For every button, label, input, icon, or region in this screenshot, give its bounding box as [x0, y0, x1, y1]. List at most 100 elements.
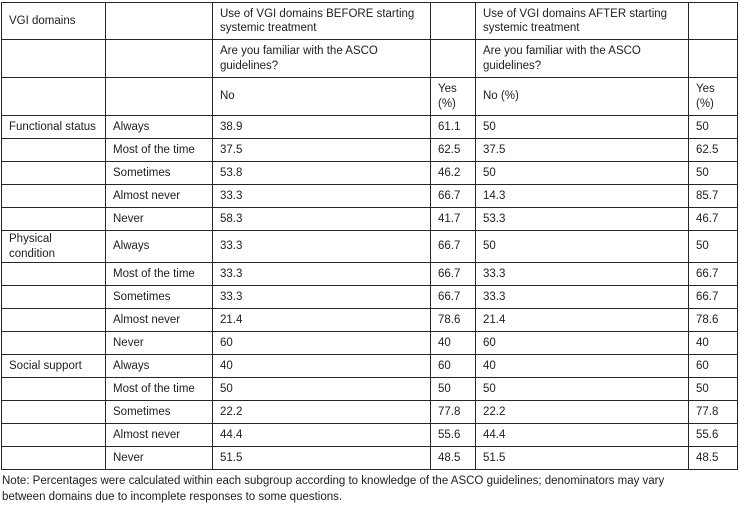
before-yes-value-cell: 50	[430, 377, 476, 401]
domain-cell	[1, 138, 106, 162]
before-yes-value-cell: 66.7	[430, 230, 476, 263]
empty-cell	[105, 77, 213, 116]
before-no-value-cell: 58.3	[212, 207, 431, 231]
after-yes-value-cell: 77.8	[688, 400, 738, 424]
before-no-value-cell: 53.8	[212, 161, 431, 185]
before-no-value-cell: 21.4	[212, 308, 431, 332]
after-yes-value-cell: 66.7	[688, 262, 738, 286]
after-no-value-cell: 37.5	[475, 138, 689, 162]
table-row: Most of the time 37.5 62.5 37.5 62.5	[1, 138, 738, 162]
before-no-value-cell: 38.9	[212, 115, 431, 139]
frequency-cell: Sometimes	[105, 285, 213, 309]
table-row: Sometimes 33.3 66.7 33.3 66.7	[1, 285, 738, 309]
after-no-value-cell: 14.3	[475, 184, 689, 208]
after-yes-value-cell: 66.7	[688, 285, 738, 309]
after-yes-value-cell: 78.6	[688, 308, 738, 332]
empty-cell	[688, 2, 738, 40]
after-yes-value-cell: 60	[688, 354, 738, 378]
table-row: Most of the time 33.3 66.7 33.3 66.7	[1, 262, 738, 286]
table-row: Functional status Always 38.9 61.1 50 50	[1, 115, 738, 139]
before-no-value-cell: 33.3	[212, 285, 431, 309]
before-yes-value-cell: 40	[430, 331, 476, 355]
frequency-cell: Never	[105, 207, 213, 231]
corner-label-cell: VGI domains	[1, 2, 106, 40]
domain-cell	[1, 377, 106, 401]
table-row: Never 58.3 41.7 53.3 46.7	[1, 207, 738, 231]
table-row: Never 60 40 60 40	[1, 331, 738, 355]
after-yes-value-cell: 50	[688, 115, 738, 139]
after-no-header-cell: No (%)	[475, 77, 689, 116]
table-row: Most of the time 50 50 50 50	[1, 377, 738, 401]
after-no-value-cell: 21.4	[475, 308, 689, 332]
table-row: Sometimes 22.2 77.8 22.2 77.8	[1, 400, 738, 424]
before-no-value-cell: 44.4	[212, 423, 431, 447]
domain-cell	[1, 331, 106, 355]
domain-cell	[1, 308, 106, 332]
before-yes-value-cell: 78.6	[430, 308, 476, 332]
frequency-cell: Always	[105, 115, 213, 139]
frequency-cell: Never	[105, 446, 213, 470]
after-yes-value-cell: 46.7	[688, 207, 738, 231]
frequency-cell: Most of the time	[105, 262, 213, 286]
table-row: Physical condition Always 33.3 66.7 50 50	[1, 230, 738, 263]
table-row: Almost never 33.3 66.7 14.3 85.7	[1, 184, 738, 208]
table-body: Functional status Always 38.9 61.1 50 50 Most …	[1, 115, 738, 470]
before-yes-value-cell: 55.6	[430, 423, 476, 447]
frequency-cell: Most of the time	[105, 138, 213, 162]
after-no-value-cell: 44.4	[475, 423, 689, 447]
empty-cell	[1, 77, 106, 116]
before-yes-value-cell: 66.7	[430, 184, 476, 208]
domain-cell	[1, 207, 106, 231]
domain-cell	[1, 161, 106, 185]
before-yes-header-cell: Yes (%)	[430, 77, 476, 116]
before-no-value-cell: 22.2	[212, 400, 431, 424]
header-row-titles: VGI domains Use of VGI domains BEFORE st…	[1, 2, 738, 40]
after-no-value-cell: 50	[475, 115, 689, 139]
table-row: Social support Always 40 60 40 60	[1, 354, 738, 378]
frequency-cell: Sometimes	[105, 161, 213, 185]
after-no-value-cell: 40	[475, 354, 689, 378]
after-yes-value-cell: 40	[688, 331, 738, 355]
domain-cell	[1, 400, 106, 424]
after-no-value-cell: 22.2	[475, 400, 689, 424]
after-no-value-cell: 50	[475, 377, 689, 401]
after-yes-value-cell: 62.5	[688, 138, 738, 162]
empty-cell	[430, 39, 476, 78]
after-yes-value-cell: 50	[688, 161, 738, 185]
empty-cell	[105, 39, 213, 78]
before-no-header-cell: No	[212, 77, 431, 116]
header-row-question: Are you familiar with the ASCO guideline…	[1, 39, 738, 78]
table-note: Note: Percentages were calculated within…	[2, 473, 737, 505]
frequency-cell: Always	[105, 354, 213, 378]
domain-cell: Physical condition	[1, 230, 106, 263]
before-yes-value-cell: 77.8	[430, 400, 476, 424]
after-yes-value-cell: 48.5	[688, 446, 738, 470]
before-no-value-cell: 60	[212, 331, 431, 355]
before-title-cell: Use of VGI domains BEFORE starting syste…	[212, 2, 431, 40]
after-no-value-cell: 50	[475, 230, 689, 263]
after-no-value-cell: 53.3	[475, 207, 689, 231]
before-no-value-cell: 33.3	[212, 230, 431, 263]
frequency-cell: Most of the time	[105, 377, 213, 401]
after-no-value-cell: 50	[475, 161, 689, 185]
domain-cell	[1, 184, 106, 208]
after-no-value-cell: 33.3	[475, 285, 689, 309]
before-no-value-cell: 37.5	[212, 138, 431, 162]
before-yes-value-cell: 66.7	[430, 285, 476, 309]
before-yes-value-cell: 48.5	[430, 446, 476, 470]
before-yes-value-cell: 62.5	[430, 138, 476, 162]
before-yes-value-cell: 66.7	[430, 262, 476, 286]
before-no-value-cell: 33.3	[212, 262, 431, 286]
before-yes-value-cell: 41.7	[430, 207, 476, 231]
table-note-line2: between domains due to incomplete respon…	[2, 491, 343, 504]
before-yes-value-cell: 60	[430, 354, 476, 378]
before-no-value-cell: 51.5	[212, 446, 431, 470]
header-row-yes-no: No Yes (%) No (%) Yes (%)	[1, 77, 738, 116]
table-header: VGI domains Use of VGI domains BEFORE st…	[1, 2, 738, 116]
frequency-cell: Always	[105, 230, 213, 263]
frequency-cell: Almost never	[105, 423, 213, 447]
before-no-value-cell: 50	[212, 377, 431, 401]
table-row: Sometimes 53.8 46.2 50 50	[1, 161, 738, 185]
domain-cell	[1, 423, 106, 447]
